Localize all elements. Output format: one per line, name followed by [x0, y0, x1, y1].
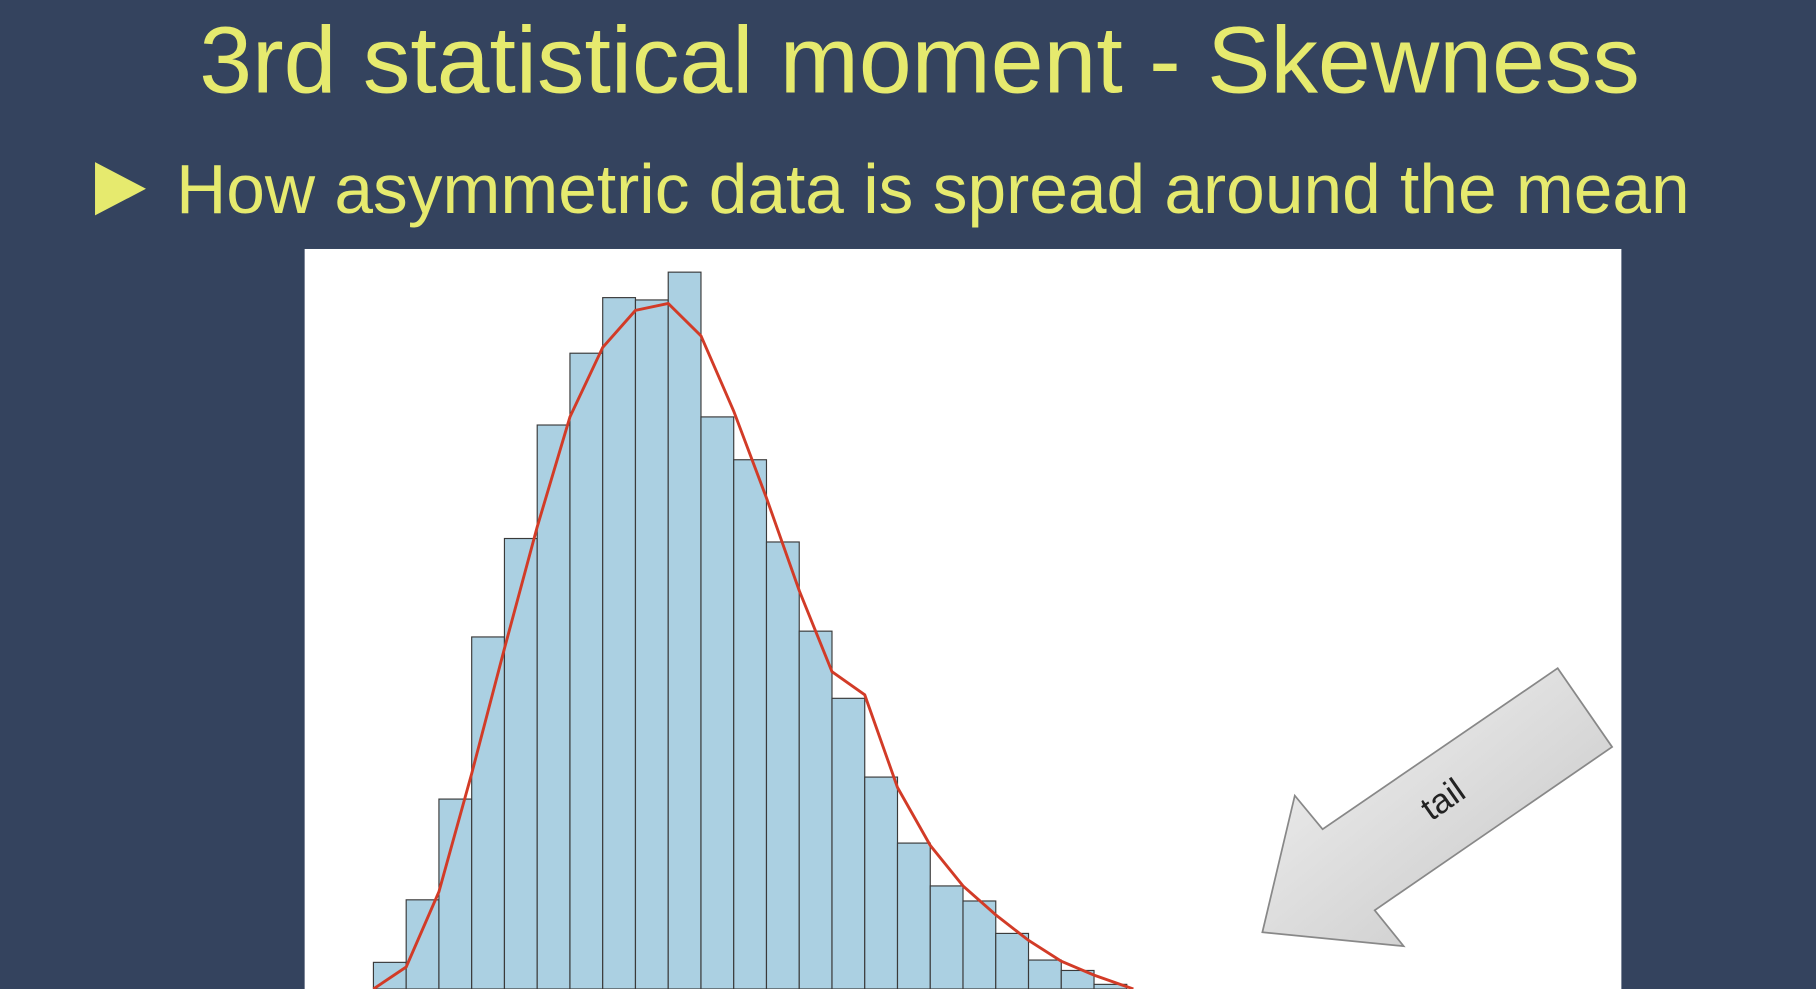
bar [864, 776, 899, 989]
bar [405, 899, 440, 989]
bar [962, 900, 997, 989]
bar [536, 424, 571, 989]
bar [896, 842, 931, 989]
bar [1060, 969, 1095, 989]
bar [995, 932, 1030, 989]
bar [700, 416, 735, 989]
plot-area [372, 271, 1134, 989]
bullet-text: How asymmetric data is spread around the… [176, 150, 1690, 228]
bar [929, 885, 964, 989]
bar [1027, 959, 1062, 989]
bar [634, 299, 669, 989]
bar [569, 352, 604, 989]
bar [602, 297, 637, 989]
density-curve [372, 301, 1134, 989]
bar [798, 630, 833, 989]
slide-title: 3rd statistical moment - Skewness [199, 8, 1640, 114]
bar [733, 459, 768, 989]
bar [503, 537, 538, 989]
bullet [95, 162, 146, 216]
bar [667, 271, 702, 989]
bar [831, 697, 866, 989]
bar [471, 636, 506, 989]
tail-arrow [1261, 667, 1614, 948]
bar [765, 541, 800, 989]
